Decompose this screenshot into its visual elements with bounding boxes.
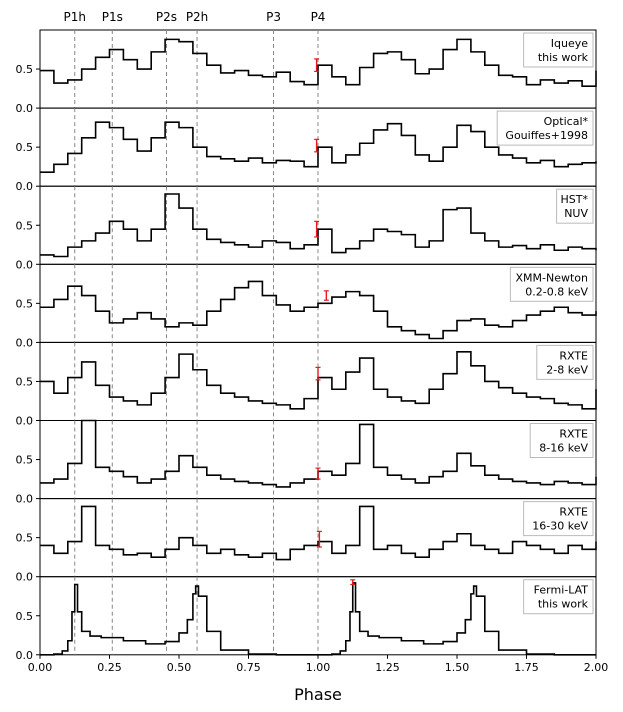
error-bar	[314, 220, 320, 238]
x-tick-label: 1.50	[445, 661, 470, 674]
y-tick-label: 0.5	[16, 141, 34, 154]
legend-label: Gouiffes+1998	[505, 129, 588, 142]
legend-label: 16-30 keV	[532, 520, 588, 533]
error-bar	[316, 530, 322, 548]
y-tick-label: 0.0	[16, 258, 34, 271]
x-axis: 0.00 0.25 0.50 0.75 1.00 1.25 1.50 1.75 2.00	[28, 661, 609, 674]
y-tick-label: 0.5	[16, 63, 34, 76]
series-line	[40, 505, 597, 561]
legend-label: RXTE	[559, 349, 588, 362]
peak-label-P4: P4	[311, 10, 326, 24]
series-line	[40, 38, 597, 88]
y-tick-label: 0.0	[16, 180, 34, 193]
x-tick-label: 0.00	[28, 661, 53, 674]
error-bar	[315, 467, 321, 480]
series-line	[40, 121, 597, 173]
legend-label: 8-16 keV	[539, 442, 588, 455]
y-tick-label: 0.5	[16, 219, 34, 232]
error-bar	[314, 138, 320, 153]
legend-label: this work	[538, 598, 589, 611]
y-tick-label: 0.0	[16, 649, 34, 662]
error-bar	[323, 290, 329, 301]
y-tick-label: 0.0	[16, 415, 34, 428]
legend-label: XMM-Newton	[516, 271, 589, 284]
x-tick-label: 0.75	[236, 661, 261, 674]
y-tick-label: 0.5	[16, 610, 34, 623]
legend: HST*NUV	[556, 188, 594, 224]
peak-label-P2h: P2h	[186, 10, 208, 24]
legend: Optical*Gouiffes+1998	[496, 110, 594, 146]
legend-label: NUV	[564, 207, 588, 220]
peak-label-P3: P3	[266, 10, 281, 24]
x-tick-label: 1.75	[514, 661, 539, 674]
panel-2: 0.0 0.5 Optical*Gouiffes+1998	[16, 107, 597, 193]
peak-label-P1s: P1s	[102, 10, 123, 24]
series-line	[40, 193, 597, 258]
x-tick-label: 2.00	[584, 661, 609, 674]
y-tick-label: 0.5	[16, 454, 34, 467]
x-tick-label: 1.25	[375, 661, 400, 674]
peak-label-P2s: P2s	[156, 10, 177, 24]
x-axis-label: Phase	[294, 685, 342, 704]
legend-label: Iqueye	[551, 37, 588, 50]
error-bar	[315, 366, 321, 381]
legend-label: Fermi-LAT	[534, 584, 589, 597]
y-tick-label: 0.0	[16, 336, 34, 349]
peak-label-P1h: P1h	[64, 10, 86, 24]
y-tick-label: 0.0	[16, 571, 34, 584]
peak-labels: P1h P1s P2s P2h P3 P4	[64, 10, 326, 24]
legend-label: 2-8 keV	[546, 363, 588, 376]
y-tick-label: 0.5	[16, 297, 34, 310]
series-line	[40, 280, 597, 340]
x-tick-label: 0.50	[167, 661, 192, 674]
legend-label: 0.2-0.8 keV	[525, 285, 588, 298]
legend-label: RXTE	[559, 428, 588, 441]
error-bar	[350, 579, 356, 586]
legend-label: this work	[538, 51, 589, 64]
error-bar	[314, 58, 320, 72]
legend-label: HST*	[561, 193, 589, 206]
y-tick-label: 0.5	[16, 375, 34, 388]
panel-3: 0.0 0.5 HST*NUV	[16, 185, 597, 271]
legend-label: Optical*	[544, 115, 589, 128]
x-tick-label: 1.00	[306, 661, 331, 674]
y-tick-label: 0.0	[16, 102, 34, 115]
legend-label: RXTE	[559, 506, 588, 519]
y-tick-label: 0.5	[16, 532, 34, 545]
y-tick-label: 0.0	[16, 493, 34, 506]
x-tick-label: 0.25	[97, 661, 122, 674]
